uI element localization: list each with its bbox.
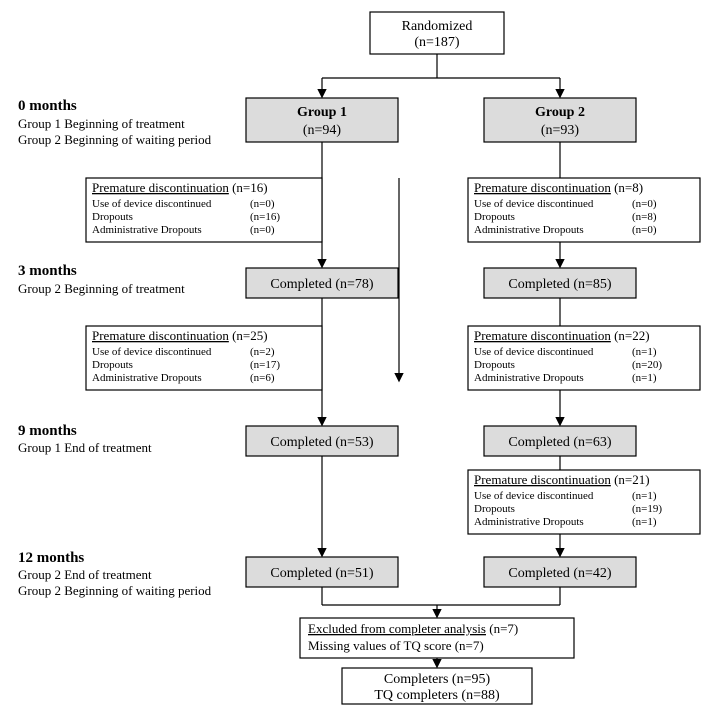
g2pd3-r0n: (n=1) bbox=[632, 490, 657, 502]
g2c3-text: Completed (n=42) bbox=[508, 566, 611, 581]
g1pd2-r0l: Use of device discontinued bbox=[92, 346, 212, 358]
svg-text:Excluded from completer analys: Excluded from completer analysis (n=7) bbox=[308, 621, 518, 636]
timepoint-3: 3 months Group 2 Beginning of treatment bbox=[18, 263, 185, 296]
node-g2-c2: Completed (n=63) bbox=[484, 426, 636, 456]
g1pd1-r2n: (n=0) bbox=[250, 224, 275, 236]
g1pd2-r2n: (n=6) bbox=[250, 372, 275, 384]
g2pd3-r1l: Dropouts bbox=[474, 503, 515, 515]
g1pd1-titlen: (n=16) bbox=[232, 180, 268, 195]
g2pd2-r1l: Dropouts bbox=[474, 359, 515, 371]
node-g2-pd3: Premature discontinuation (n=21) Use of … bbox=[468, 470, 700, 534]
g1pd2-title: Premature discontinuation bbox=[92, 328, 229, 343]
g2pd1-r2l: Administrative Dropouts bbox=[474, 224, 584, 236]
node-g1-pd2: Premature discontinuation (n=25) Use of … bbox=[86, 326, 322, 390]
t9-heading: 9 months bbox=[18, 423, 77, 439]
g2pd3-r1n: (n=19) bbox=[632, 503, 662, 515]
svg-text:Premature discontinuation (n=8: Premature discontinuation (n=8) bbox=[474, 180, 643, 195]
g2pd1-r2n: (n=0) bbox=[632, 224, 657, 236]
timepoint-9: 9 months Group 1 End of treatment bbox=[18, 423, 152, 455]
g1pd1-title: Premature discontinuation bbox=[92, 180, 229, 195]
g2c1-text: Completed (n=85) bbox=[508, 277, 611, 292]
svg-text:Premature discontinuation (n=2: Premature discontinuation (n=25) bbox=[92, 328, 268, 343]
t0-line2: Group 2 Beginning of waiting period bbox=[18, 132, 212, 147]
t3-line1: Group 2 Beginning of treatment bbox=[18, 281, 185, 296]
g2pd2-r1n: (n=20) bbox=[632, 359, 662, 371]
excluded-l2n: (n=7) bbox=[455, 638, 484, 653]
g1pd1-r0l: Use of device discontinued bbox=[92, 198, 212, 210]
group2-line1: Group 2 bbox=[535, 105, 585, 120]
randomized-line2: (n=187) bbox=[414, 35, 460, 50]
g2c2-text: Completed (n=63) bbox=[508, 435, 611, 450]
t0-heading: 0 months bbox=[18, 98, 77, 114]
g1pd1-r1l: Dropouts bbox=[92, 211, 133, 223]
g1pd2-r1l: Dropouts bbox=[92, 359, 133, 371]
g1pd2-titlen: (n=25) bbox=[232, 328, 268, 343]
excluded-l1: Excluded from completer analysis bbox=[308, 621, 486, 636]
node-g1-c3: Completed (n=51) bbox=[246, 557, 398, 587]
g1pd2-r2l: Administrative Dropouts bbox=[92, 372, 202, 384]
node-g1-c1: Completed (n=78) bbox=[246, 268, 398, 298]
completers-l2: TQ completers (n=88) bbox=[374, 688, 500, 703]
g2pd3-r2n: (n=1) bbox=[632, 516, 657, 528]
node-g2-pd1: Premature discontinuation (n=8) Use of d… bbox=[468, 178, 700, 242]
node-g1-pd1: Premature discontinuation (n=16) Use of … bbox=[86, 178, 322, 242]
excluded-l1n: (n=7) bbox=[489, 621, 518, 636]
timepoint-0: 0 months Group 1 Beginning of treatment … bbox=[18, 98, 212, 147]
g1pd1-r1n: (n=16) bbox=[250, 211, 280, 223]
g1pd2-r1n: (n=17) bbox=[250, 359, 280, 371]
g2pd3-title: Premature discontinuation bbox=[474, 472, 611, 487]
node-completers: Completers (n=95) TQ completers (n=88) bbox=[342, 668, 532, 704]
svg-text:Premature discontinuation (n=2: Premature discontinuation (n=21) bbox=[474, 472, 650, 487]
g1c2-text: Completed (n=53) bbox=[270, 435, 373, 450]
t12-line1: Group 2 End of treatment bbox=[18, 567, 152, 582]
g2pd2-r2l: Administrative Dropouts bbox=[474, 372, 584, 384]
g2pd3-r0l: Use of device discontinued bbox=[474, 490, 594, 502]
g2pd1-r0l: Use of device discontinued bbox=[474, 198, 594, 210]
node-g2-c1: Completed (n=85) bbox=[484, 268, 636, 298]
randomized-line1: Randomized bbox=[402, 19, 473, 34]
flowchart: Randomized (n=187) 0 months Group 1 Begi… bbox=[0, 0, 718, 707]
node-group1: Group 1 (n=94) bbox=[246, 98, 398, 142]
svg-text:Premature discontinuation (n=1: Premature discontinuation (n=16) bbox=[92, 180, 268, 195]
g2pd1-r0n: (n=0) bbox=[632, 198, 657, 210]
g2pd2-r2n: (n=1) bbox=[632, 372, 657, 384]
g2pd2-r0n: (n=1) bbox=[632, 346, 657, 358]
svg-text:Premature discontinuation (n=2: Premature discontinuation (n=22) bbox=[474, 328, 650, 343]
node-group2: Group 2 (n=93) bbox=[484, 98, 636, 142]
g2pd3-titlen: (n=21) bbox=[614, 472, 650, 487]
group1-line1: Group 1 bbox=[297, 105, 347, 120]
node-excluded: Excluded from completer analysis (n=7) M… bbox=[300, 618, 574, 658]
timepoint-12: 12 months Group 2 End of treatment Group… bbox=[18, 550, 212, 598]
g1c3-text: Completed (n=51) bbox=[270, 566, 373, 581]
g2pd2-r0l: Use of device discontinued bbox=[474, 346, 594, 358]
g1pd1-r0n: (n=0) bbox=[250, 198, 275, 210]
g2pd1-r1l: Dropouts bbox=[474, 211, 515, 223]
group2-line2: (n=93) bbox=[541, 123, 580, 138]
completers-l1: Completers (n=95) bbox=[384, 672, 491, 687]
g2pd1-titlen: (n=8) bbox=[614, 180, 643, 195]
g2pd1-title: Premature discontinuation bbox=[474, 180, 611, 195]
excluded-l2: Missing values of TQ score bbox=[308, 638, 452, 653]
g2pd1-r1n: (n=8) bbox=[632, 211, 657, 223]
g2pd2-title: Premature discontinuation bbox=[474, 328, 611, 343]
g2pd2-titlen: (n=22) bbox=[614, 328, 650, 343]
g1pd1-r2l: Administrative Dropouts bbox=[92, 224, 202, 236]
node-g2-pd2: Premature discontinuation (n=22) Use of … bbox=[468, 326, 700, 390]
group1-line2: (n=94) bbox=[303, 123, 342, 138]
node-g2-c3: Completed (n=42) bbox=[484, 557, 636, 587]
t3-heading: 3 months bbox=[18, 263, 77, 279]
g2pd3-r2l: Administrative Dropouts bbox=[474, 516, 584, 528]
t12-line2: Group 2 Beginning of waiting period bbox=[18, 583, 212, 598]
t0-line1: Group 1 Beginning of treatment bbox=[18, 116, 185, 131]
node-randomized: Randomized (n=187) bbox=[370, 12, 504, 54]
g1pd2-r0n: (n=2) bbox=[250, 346, 275, 358]
svg-text:Missing values of TQ score (: Missing values of TQ score (n=7) bbox=[308, 638, 484, 653]
t9-line1: Group 1 End of treatment bbox=[18, 440, 152, 455]
node-g1-c2: Completed (n=53) bbox=[246, 426, 398, 456]
g1c1-text: Completed (n=78) bbox=[270, 277, 373, 292]
t12-heading: 12 months bbox=[18, 550, 84, 566]
